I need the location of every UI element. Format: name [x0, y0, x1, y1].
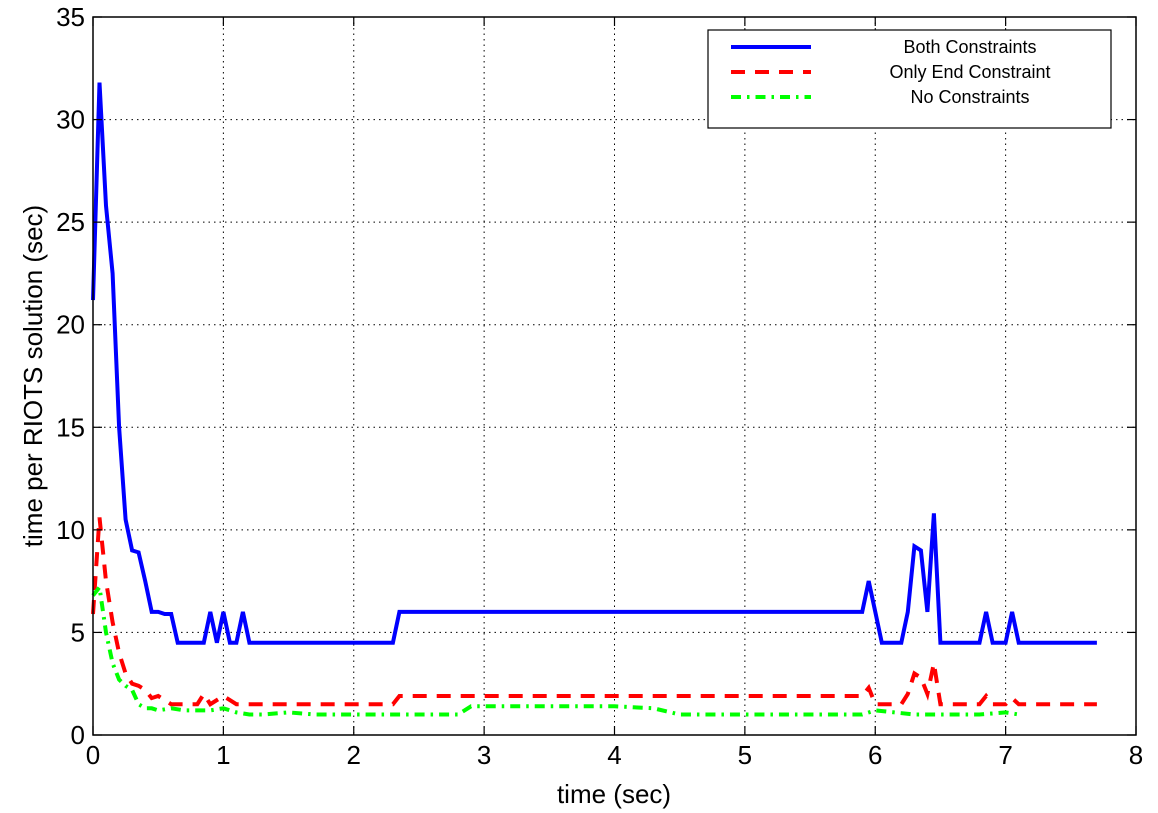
x-tick-label: 0 — [86, 740, 100, 770]
x-axis-label: time (sec) — [557, 779, 671, 809]
legend-entry-label: Both Constraints — [903, 37, 1036, 57]
y-tick-label: 35 — [56, 2, 85, 32]
y-tick-label: 5 — [71, 617, 85, 647]
x-tick-label: 7 — [998, 740, 1012, 770]
y-tick-label: 20 — [56, 310, 85, 340]
y-tick-label: 25 — [56, 207, 85, 237]
legend: Both Constraints Only End Constraint No Co… — [708, 30, 1111, 128]
x-tick-label: 6 — [868, 740, 882, 770]
y-tick-label: 30 — [56, 105, 85, 135]
y-tick-label: 15 — [56, 412, 85, 442]
x-tick-label: 5 — [738, 740, 752, 770]
y-tick-label: 10 — [56, 515, 85, 545]
y-tick-label: 0 — [71, 720, 85, 750]
x-tick-label: 4 — [607, 740, 621, 770]
legend-entry-label: Only End Constraint — [889, 62, 1050, 82]
x-tick-label: 1 — [216, 740, 230, 770]
y-axis-label: time per RIOTS solution (sec) — [18, 205, 48, 547]
x-tick-label: 3 — [477, 740, 491, 770]
x-tick-label: 8 — [1129, 740, 1143, 770]
legend-entry-label: No Constraints — [910, 87, 1029, 107]
x-tick-label: 2 — [347, 740, 361, 770]
